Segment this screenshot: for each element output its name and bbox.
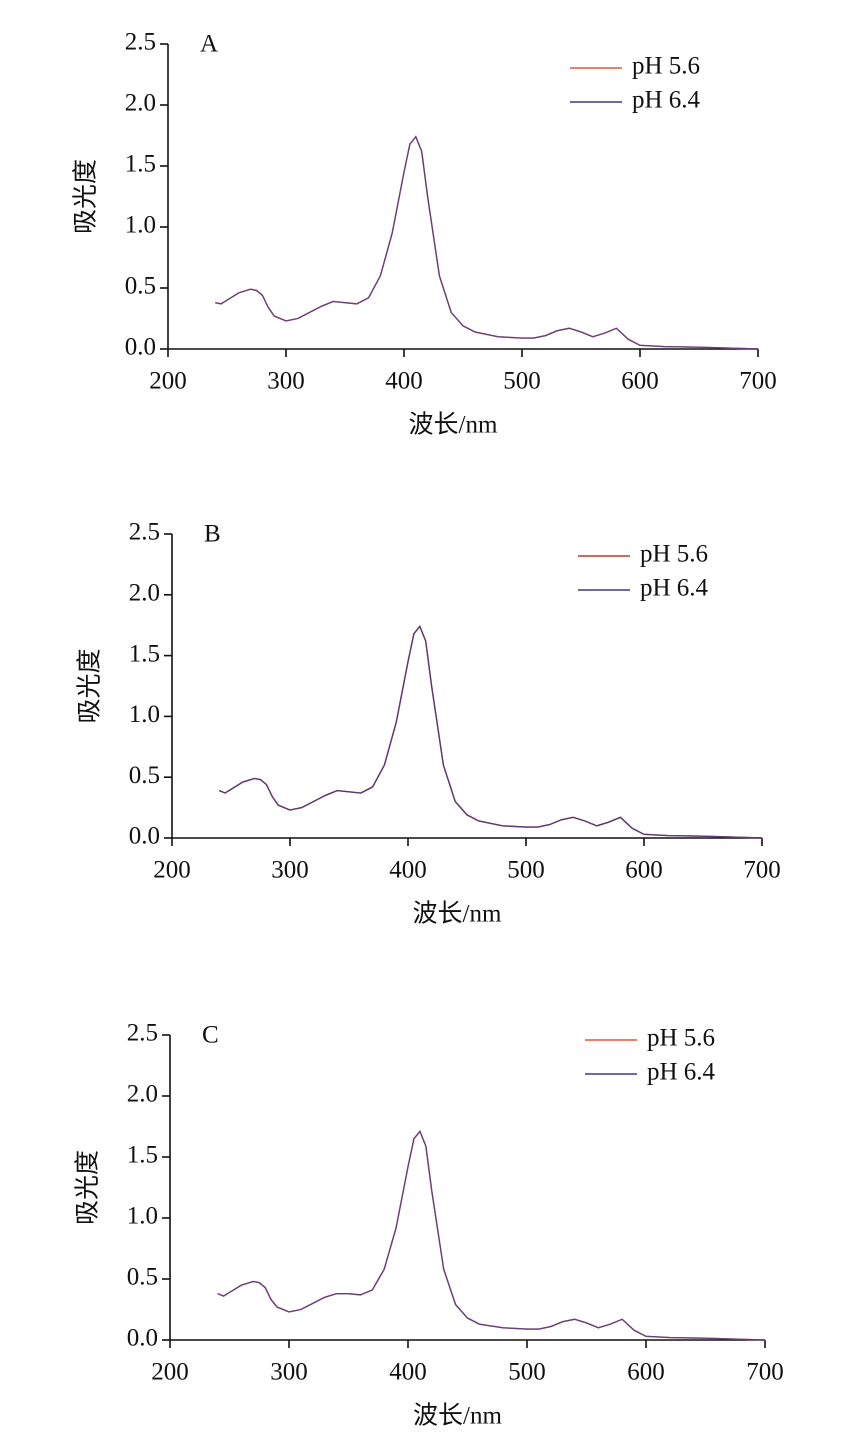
panel-label: B	[204, 521, 221, 548]
y-tick-label: 1.5	[125, 151, 156, 178]
x-tick-label: 300	[270, 1359, 308, 1386]
x-tick-label: 200	[149, 368, 187, 395]
y-tick-label: 2.5	[125, 29, 156, 56]
y-axis-label: 吸光度	[76, 648, 104, 723]
y-tick-label: 0.0	[125, 334, 156, 361]
x-tick-label: 700	[743, 857, 781, 884]
panel-label: A	[200, 31, 218, 58]
legend-label: pH 6.4	[640, 575, 709, 602]
y-tick-label: 0.0	[127, 1325, 158, 1352]
x-tick-label: 500	[503, 368, 541, 395]
y-tick-label: 2.5	[127, 1020, 158, 1047]
x-axis-label: 波长/nm	[409, 411, 498, 439]
y-tick-label: 2.0	[125, 90, 156, 117]
x-axis-label: 波长/nm	[413, 900, 502, 928]
legend-label: pH 6.4	[647, 1059, 716, 1086]
x-tick-label: 400	[389, 857, 427, 884]
x-tick-label: 400	[389, 1359, 427, 1386]
y-tick-label: 1.0	[129, 701, 160, 728]
y-tick-label: 1.0	[127, 1203, 158, 1230]
legend-label: pH 6.4	[632, 87, 701, 114]
y-tick-label: 0.0	[129, 823, 160, 850]
y-axis-label: 吸光度	[72, 159, 100, 234]
series-line	[218, 625, 763, 839]
series-line	[215, 135, 759, 350]
series-line	[217, 1130, 766, 1341]
x-tick-label: 700	[739, 368, 777, 395]
legend-label: pH 5.6	[640, 541, 708, 568]
legend-label: pH 5.6	[647, 1025, 715, 1052]
y-axis-label: 吸光度	[74, 1150, 102, 1225]
x-tick-label: 400	[385, 368, 423, 395]
x-tick-label: 200	[153, 857, 191, 884]
x-tick-label: 200	[151, 1359, 189, 1386]
x-tick-label: 300	[271, 857, 309, 884]
series-line	[217, 1130, 766, 1341]
x-axis-label: 波长/nm	[413, 1402, 502, 1430]
x-tick-label: 700	[746, 1359, 784, 1386]
y-tick-label: 1.0	[125, 212, 156, 239]
y-tick-label: 0.5	[127, 1264, 158, 1291]
series-line	[215, 135, 759, 350]
x-tick-label: 600	[621, 368, 659, 395]
panel-label: C	[202, 1022, 219, 1049]
y-tick-label: 0.5	[125, 273, 156, 300]
y-tick-label: 2.0	[127, 1081, 158, 1108]
x-tick-label: 500	[507, 857, 545, 884]
legend-label: pH 5.6	[632, 53, 700, 80]
x-tick-label: 600	[627, 1359, 665, 1386]
y-tick-label: 2.5	[129, 519, 160, 546]
x-tick-label: 600	[625, 857, 663, 884]
x-tick-label: 500	[508, 1359, 546, 1386]
y-tick-label: 0.5	[129, 762, 160, 789]
series-line	[218, 625, 763, 839]
y-tick-label: 1.5	[127, 1142, 158, 1169]
x-tick-label: 300	[267, 368, 305, 395]
y-tick-label: 2.0	[129, 580, 160, 607]
y-tick-label: 1.5	[129, 640, 160, 667]
